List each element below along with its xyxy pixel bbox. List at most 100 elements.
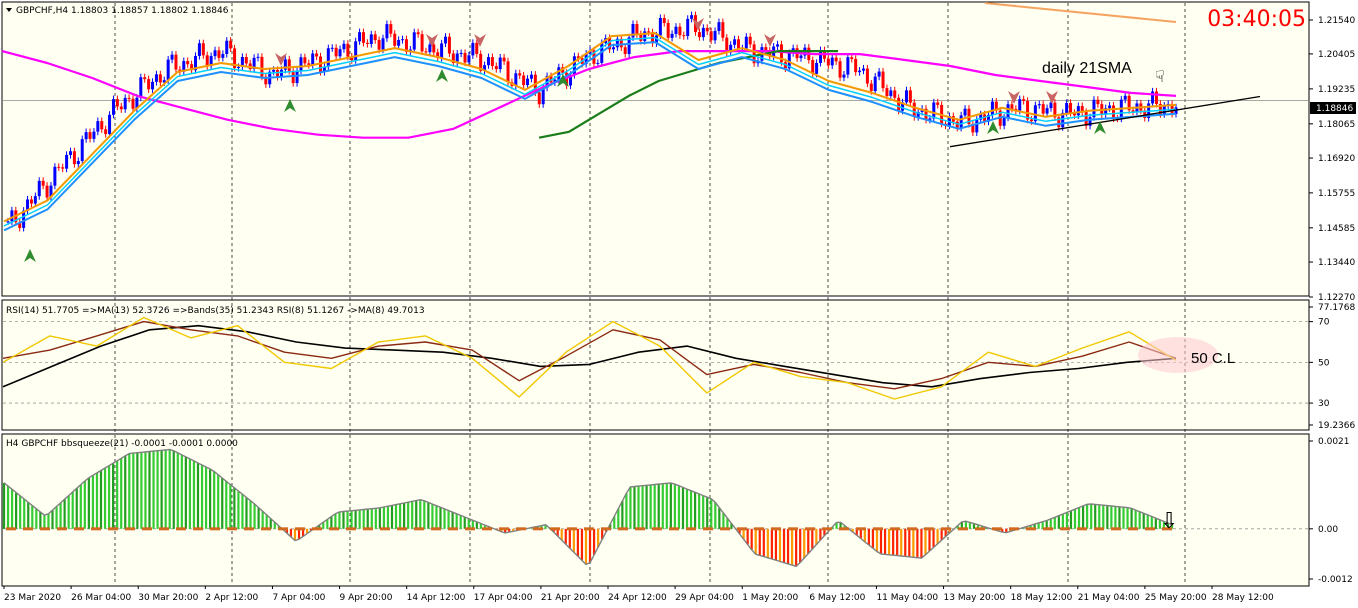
candle-body: [174, 54, 178, 70]
squeeze-dot: [363, 527, 373, 531]
candle-body: [721, 22, 725, 38]
candle-body: [701, 27, 705, 38]
candle-body: [615, 38, 619, 48]
x-tick-label: 21 May 04:00: [1078, 593, 1140, 603]
candle-body: [373, 34, 377, 41]
candle-body: [6, 221, 10, 223]
hist-tick-label: 0.00: [1318, 525, 1338, 535]
candle-body: [830, 57, 834, 66]
candle-body: [1065, 102, 1069, 113]
candle-body: [131, 98, 135, 109]
squeeze-dot: [108, 527, 118, 531]
candle-body: [709, 31, 713, 41]
candle-body: [483, 65, 487, 71]
candle-body: [41, 180, 45, 186]
x-tick-label: 24 Apr 12:00: [608, 593, 667, 603]
y-tick-label: 1.19235: [1318, 85, 1355, 95]
candle-body: [576, 56, 580, 59]
candle-body: [522, 75, 526, 86]
candle-body: [1154, 91, 1158, 104]
candle-body: [76, 160, 80, 165]
candle-body: [244, 57, 248, 64]
rsi-tick-label: 50: [1318, 358, 1330, 368]
candle-body: [84, 132, 88, 140]
candle-body: [127, 97, 131, 99]
candle-body: [541, 87, 545, 105]
sell-arrow-icon: [1046, 91, 1058, 104]
green-ma-line: [538, 49, 838, 139]
y-tick-label: 1.18065: [1318, 120, 1355, 130]
rsi-tick-label: 77.1768: [1318, 303, 1355, 313]
sell-arrow-icon: [692, 18, 704, 31]
squeeze-dot: [941, 527, 951, 531]
candle-body: [983, 114, 987, 122]
rsi-panel[interactable]: [1, 299, 1310, 431]
x-tick-label: 6 May 12:00: [809, 593, 865, 603]
rsi-tick-label: 19.2366: [1318, 421, 1355, 431]
candle-body: [455, 53, 459, 64]
y-tick-label: 1.13440: [1318, 258, 1355, 268]
squeeze-dot: [533, 527, 543, 531]
candle-body: [557, 67, 561, 80]
candle-body: [912, 102, 916, 118]
candle-body: [1080, 106, 1084, 113]
squeeze-dot: [669, 527, 679, 531]
candle-body: [494, 66, 498, 70]
candle-body: [819, 50, 823, 63]
y-tick-label: 1.21540: [1318, 16, 1355, 26]
clock-display: 03:40:05: [1207, 7, 1306, 32]
candle-body: [1088, 117, 1092, 126]
candle-body: [1123, 95, 1127, 100]
squeeze-dot: [856, 527, 866, 531]
candle-body: [1061, 112, 1065, 128]
squeeze-dot: [482, 527, 492, 531]
candle-body: [69, 151, 73, 155]
candle-body: [49, 185, 53, 198]
candle-body: [713, 30, 717, 41]
x-tick-label: 29 Apr 04:00: [675, 593, 734, 603]
candle-body: [170, 54, 174, 60]
squeeze-dot: [244, 527, 254, 531]
candle-body: [1006, 104, 1010, 118]
candle-body: [1096, 99, 1100, 105]
squeeze-dot: [975, 527, 985, 531]
candle-body: [865, 68, 869, 84]
candle-body: [526, 78, 530, 86]
candle-body: [877, 71, 881, 77]
collapse-icon[interactable]: [6, 8, 12, 12]
squeeze-dot: [958, 527, 968, 531]
squeeze-dot: [210, 527, 220, 531]
candle-body: [100, 121, 104, 130]
squeeze-dot: [788, 527, 798, 531]
candle-body: [986, 114, 990, 122]
candle-body: [787, 53, 791, 69]
candle-body: [1072, 112, 1076, 116]
squeeze-dot: [74, 527, 84, 531]
candle-body: [88, 132, 92, 139]
candle-body: [1069, 102, 1073, 113]
candle-body: [361, 32, 365, 43]
candle-body: [854, 58, 858, 73]
squeeze-dot: [142, 527, 152, 531]
candle-body: [272, 69, 276, 72]
candle-body: [143, 77, 147, 80]
x-tick-label: 1 May 20:00: [742, 593, 798, 603]
candle-body: [115, 99, 119, 107]
squeeze-dot: [6, 527, 16, 531]
squeeze-dot: [924, 527, 934, 531]
candle-body: [342, 43, 346, 50]
cyan-ma-line: [3, 36, 1177, 227]
candle-body: [1010, 104, 1014, 109]
candle-body: [815, 62, 819, 74]
candle-body: [467, 55, 471, 63]
candle-body: [658, 17, 662, 36]
candle-body: [670, 33, 674, 38]
candle-body: [201, 43, 205, 56]
candle-body: [678, 26, 682, 36]
candle-body: [1076, 106, 1080, 116]
candle-body: [10, 210, 14, 222]
squeeze-dot: [1026, 527, 1036, 531]
candle-body: [498, 57, 502, 70]
candle-body: [627, 37, 631, 54]
